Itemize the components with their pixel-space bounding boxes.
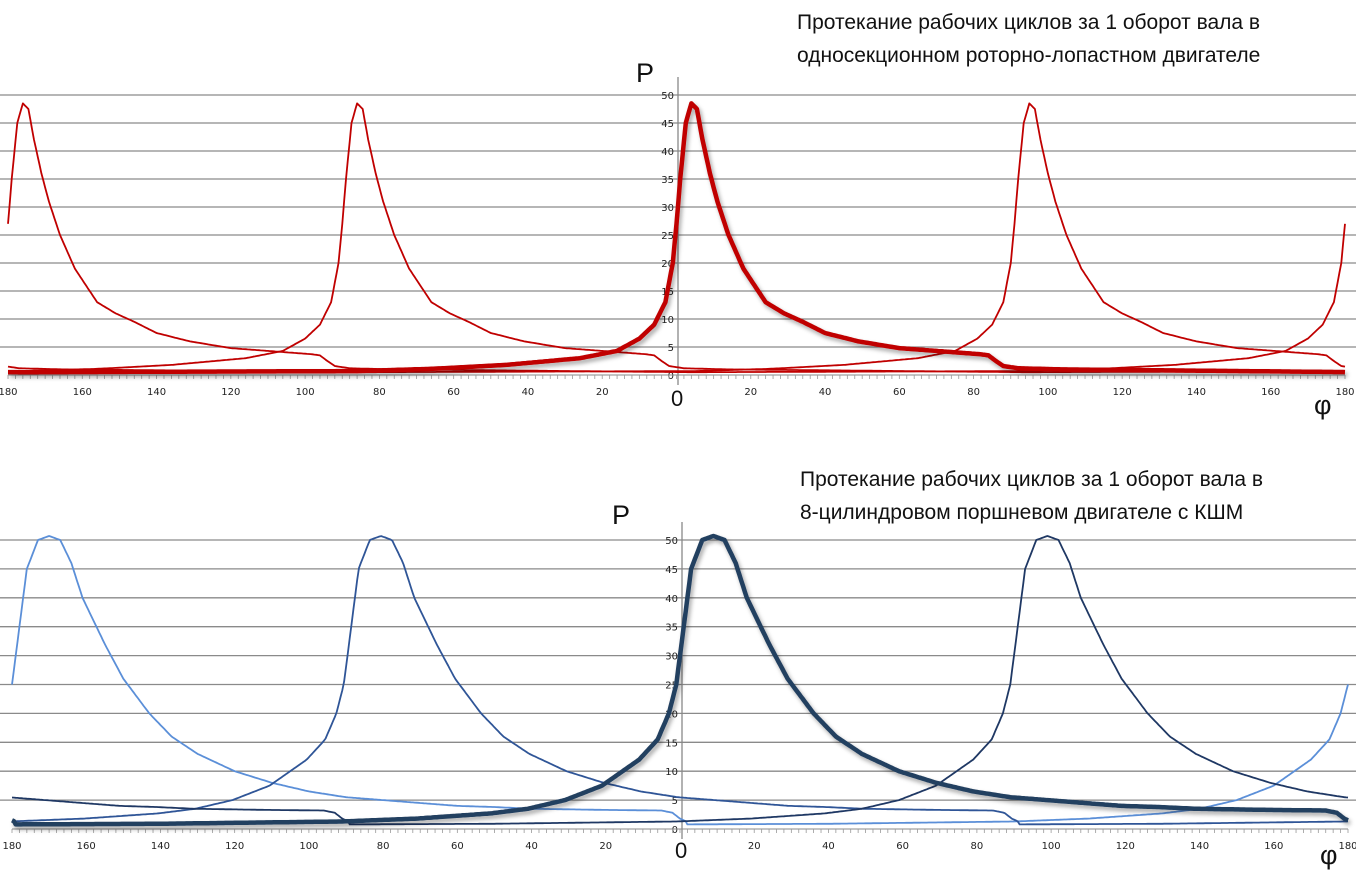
chart-2-title-line-1: Протекание рабочих циклов за 1 оборот ва… — [800, 468, 1264, 491]
series-line-1 — [7, 102, 1346, 374]
y-tick-label: 50 — [665, 536, 678, 547]
x-tick-label: 140 — [147, 387, 166, 398]
x-tick-label: 160 — [1261, 387, 1280, 398]
x-tick-label: 160 — [77, 841, 96, 852]
y-tick-label: 45 — [665, 565, 678, 576]
y-tick-label: 20 — [665, 709, 678, 720]
x-tick-label: 140 — [1190, 841, 1209, 852]
x-tick-label: 120 — [225, 841, 244, 852]
y-tick-label: 15 — [665, 738, 678, 749]
series-line-4 — [7, 101, 1346, 375]
chart-2-y-axis-label: P — [612, 500, 631, 530]
x-tick-label: 100 — [1038, 387, 1057, 398]
chart-1-title-line-1: Протекание рабочих циклов за 1 оборот ва… — [797, 11, 1261, 34]
x-tick-label: 180 — [0, 387, 18, 398]
x-tick-label: 80 — [373, 387, 386, 398]
y-tick-label: 40 — [661, 147, 674, 158]
y-tick-label: 5 — [668, 343, 674, 354]
chart-2-x-axis-label: φ — [1320, 840, 1338, 870]
y-tick-label: 25 — [665, 681, 678, 692]
x-tick-label: 60 — [447, 387, 460, 398]
x-tick-label: 80 — [967, 387, 980, 398]
x-tick-label: 60 — [896, 841, 909, 852]
y-tick-label: 10 — [661, 315, 674, 326]
x-tick-label: 100 — [1042, 841, 1061, 852]
x-tick-label: 40 — [819, 387, 832, 398]
x-tick-label: 140 — [151, 841, 170, 852]
x-tick-label: 100 — [299, 841, 318, 852]
series-line-2 — [11, 535, 1349, 826]
x-tick-label: 80 — [971, 841, 984, 852]
x-tick-label: 140 — [1187, 387, 1206, 398]
y-tick-label: 25 — [661, 231, 674, 242]
chart-2-title: Протекание рабочих циклов за 1 оборот ва… — [800, 463, 1263, 529]
x-tick-label: 60 — [451, 841, 464, 852]
y-tick-label: 0 — [672, 825, 678, 836]
chart-2: 0 5 10 15 20 25 30 35 40 45 50 180 180 160 160 140 140 12… — [0, 522, 1356, 852]
series-line-4 — [11, 533, 1349, 827]
x-tick-label: 120 — [1116, 841, 1135, 852]
series-line-3 — [11, 535, 1349, 826]
chart-1-x-axis-label: φ — [1314, 390, 1332, 420]
x-tick-label: 60 — [893, 387, 906, 398]
y-tick-label: 35 — [661, 175, 674, 186]
chart-1-title: Протекание рабочих циклов за 1 оборот ва… — [797, 6, 1260, 72]
chart-1-y-axis-label: P — [636, 58, 655, 88]
x-tick-label: 40 — [525, 841, 538, 852]
chart-1-title-line-2: односекционном роторно-лопастном двигате… — [797, 44, 1261, 67]
x-tick-label: 180 — [2, 841, 21, 852]
x-tick-label: 160 — [73, 387, 92, 398]
x-tick-label: 120 — [221, 387, 240, 398]
x-tick-label: 80 — [377, 841, 390, 852]
x-tick-label: 20 — [748, 841, 761, 852]
x-tick-label: 40 — [822, 841, 835, 852]
y-tick-label: 0 — [668, 371, 674, 382]
x-tick-label: 160 — [1264, 841, 1283, 852]
y-tick-label: 5 — [672, 796, 678, 807]
y-tick-label: 45 — [661, 119, 674, 130]
y-tick-label: 50 — [661, 91, 674, 102]
x-tick-label: 20 — [596, 387, 609, 398]
y-tick-label: 35 — [665, 623, 678, 634]
y-tick-label: 30 — [661, 203, 674, 214]
series-line-1 — [11, 535, 1349, 826]
x-tick-label: 20 — [599, 841, 612, 852]
x-tick-label: 40 — [522, 387, 535, 398]
y-tick-label: 30 — [665, 652, 678, 663]
x-tick-label: 180 — [1338, 841, 1356, 852]
y-tick-label: 10 — [665, 767, 678, 778]
x-tick-label: 100 — [296, 387, 315, 398]
y-tick-label: 20 — [661, 259, 674, 270]
chart-2-title-line-2: 8-цилиндровом поршневом двигателе с КШМ — [800, 501, 1244, 524]
y-tick-label: 40 — [665, 594, 678, 605]
chart-1-origin-label: 0 — [671, 386, 684, 411]
x-tick-label: 180 — [1335, 387, 1354, 398]
x-tick-label: 120 — [1113, 387, 1132, 398]
x-tick-label: 20 — [744, 387, 757, 398]
chart-2-origin-label: 0 — [675, 838, 688, 863]
